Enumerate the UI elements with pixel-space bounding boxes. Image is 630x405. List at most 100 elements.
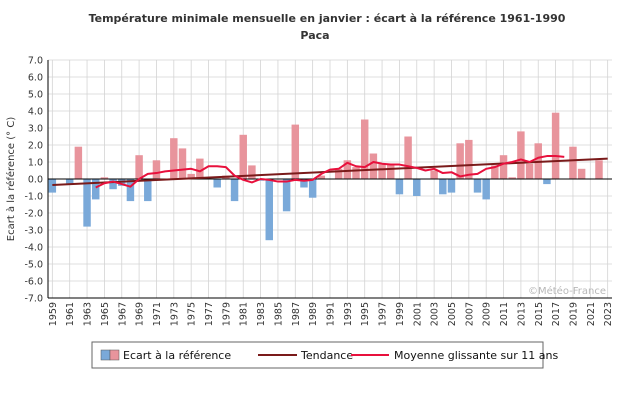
bar bbox=[569, 146, 577, 179]
x-tick-label: 1991 bbox=[326, 302, 337, 326]
x-tick-label: 2007 bbox=[464, 302, 475, 326]
bar bbox=[517, 131, 525, 179]
bar bbox=[300, 179, 308, 188]
bar bbox=[482, 179, 490, 200]
bar bbox=[551, 112, 560, 179]
bar bbox=[48, 179, 57, 193]
bar bbox=[100, 177, 109, 179]
x-tick-label: 2023 bbox=[603, 302, 614, 326]
y-tick-label: -6.0 bbox=[24, 277, 43, 288]
x-tick-label: 1975 bbox=[187, 302, 198, 326]
x-tick-label: 1979 bbox=[221, 302, 232, 326]
x-tick-label: 1967 bbox=[117, 302, 128, 326]
y-tick-label: 2.0 bbox=[28, 141, 43, 152]
x-tick-label: 1993 bbox=[343, 302, 354, 326]
bar bbox=[282, 179, 291, 212]
bar bbox=[343, 160, 352, 179]
x-tick-label: 1969 bbox=[135, 302, 146, 326]
line-series bbox=[52, 155, 608, 189]
bar bbox=[360, 119, 369, 179]
bar bbox=[447, 179, 456, 193]
y-tick-label: -1.0 bbox=[24, 192, 43, 203]
y-tick-label: -7.0 bbox=[24, 294, 43, 305]
x-tick-labels: 1959 1961 1963 1965 1967 1969 1971 1973 1975 1977… bbox=[48, 302, 614, 326]
x-tick-label: 2003 bbox=[430, 302, 441, 326]
bar bbox=[595, 160, 603, 179]
bar bbox=[352, 167, 360, 179]
y-tick-label: 6.0 bbox=[28, 73, 43, 84]
bar bbox=[387, 163, 395, 179]
bar bbox=[239, 134, 247, 179]
x-tick-label: 2013 bbox=[516, 302, 527, 326]
x-tick-label: 2005 bbox=[447, 302, 458, 326]
x-tick-label: 2009 bbox=[482, 302, 493, 326]
bar bbox=[178, 148, 187, 179]
bar bbox=[109, 179, 117, 190]
bar bbox=[369, 153, 378, 179]
watermark: ©Météo-France bbox=[528, 285, 606, 297]
bar bbox=[508, 177, 516, 179]
chart-title: Température minimale mensuelle en janvie… bbox=[89, 12, 566, 25]
y-tick-label: 4.0 bbox=[28, 107, 43, 118]
bar bbox=[543, 179, 551, 185]
bar bbox=[196, 158, 204, 179]
trend-line bbox=[52, 157, 608, 186]
x-tick-label: 1997 bbox=[378, 302, 389, 326]
bar bbox=[465, 139, 473, 179]
bar bbox=[308, 179, 317, 198]
x-tick-label: 2015 bbox=[534, 302, 545, 326]
bar bbox=[525, 163, 534, 179]
x-tick-label: 1965 bbox=[100, 302, 111, 326]
x-tick-label: 2001 bbox=[412, 302, 423, 326]
legend-label-tendance: Tendance bbox=[300, 349, 353, 362]
y-tick-label: 0.0 bbox=[28, 175, 43, 186]
x-tick-label: 1973 bbox=[169, 302, 180, 326]
bar bbox=[317, 175, 326, 179]
y-tick-label: -3.0 bbox=[24, 226, 43, 237]
x-tick-label: 1999 bbox=[395, 302, 406, 326]
bar bbox=[187, 173, 195, 179]
y-tick-label: 3.0 bbox=[28, 124, 43, 135]
y-tick-label: -4.0 bbox=[24, 243, 43, 254]
bar bbox=[291, 124, 300, 179]
bar-series bbox=[48, 112, 603, 241]
chart-subtitle: Paca bbox=[300, 29, 329, 42]
x-tick-label: 2017 bbox=[551, 302, 562, 326]
bar bbox=[230, 179, 239, 202]
x-tick-label: 1983 bbox=[256, 302, 267, 326]
legend-box bbox=[91, 341, 544, 369]
y-tick-labels: 7.0 6.0 5.0 4.0 3.0 2.0 1.0 0.0 -1.0 -2.0 -3.0 -4.0… bbox=[24, 56, 43, 305]
axes bbox=[47, 60, 612, 299]
bar bbox=[91, 179, 100, 200]
bar bbox=[439, 179, 447, 195]
bar bbox=[378, 163, 386, 179]
x-tick-label: 1971 bbox=[152, 302, 163, 326]
bar bbox=[334, 168, 343, 179]
bar bbox=[577, 168, 586, 179]
y-tick-label: 7.0 bbox=[28, 56, 43, 67]
x-tick-label: 1981 bbox=[239, 302, 250, 326]
bar bbox=[248, 165, 256, 179]
x-tick-label: 1963 bbox=[83, 302, 94, 326]
y-tick-label: -5.0 bbox=[24, 260, 43, 271]
bar bbox=[144, 179, 152, 202]
x-tick-label: 1959 bbox=[48, 302, 59, 326]
bar bbox=[473, 179, 482, 193]
legend: Ecart à la référence Tendance Moyenne gl… bbox=[91, 341, 558, 369]
bar bbox=[395, 179, 404, 195]
bar bbox=[265, 179, 273, 241]
y-tick-label: 5.0 bbox=[28, 90, 43, 101]
rolling-mean-line bbox=[95, 155, 565, 189]
x-tick-label: 2021 bbox=[586, 302, 597, 326]
bar bbox=[152, 160, 161, 179]
bar bbox=[413, 179, 421, 196]
bar bbox=[213, 179, 221, 188]
bar bbox=[170, 138, 178, 179]
y-tick-label: -2.0 bbox=[24, 209, 43, 220]
x-tick-label: 1989 bbox=[308, 302, 319, 326]
bar bbox=[499, 155, 508, 179]
bar bbox=[65, 179, 74, 185]
bar bbox=[74, 146, 83, 179]
x-tick-label: 1995 bbox=[360, 302, 371, 326]
